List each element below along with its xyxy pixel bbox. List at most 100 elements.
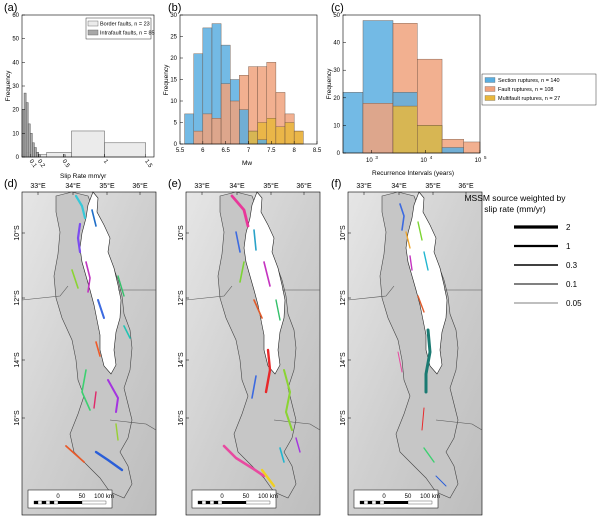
mssm-legend-title-1: MSSM source weighted by xyxy=(464,193,566,203)
f-lat-label-1: 12°S xyxy=(339,290,347,306)
f-fault-4 xyxy=(423,251,429,271)
b-ytick-label-2: 10 xyxy=(170,99,177,105)
map-panel-e: 33°E 34°E 35°E 36°E 10°S 12°S 14°S 16°S 0 50 100 k… xyxy=(177,182,321,516)
f-lon-label-1: 34°E xyxy=(391,182,407,190)
f-scalebar-seg-6 xyxy=(384,501,408,504)
c-bar-s2-3 xyxy=(417,125,443,154)
panel-label-b: (b) xyxy=(168,2,181,14)
b-ytick-label-0: 0 xyxy=(174,142,178,148)
d-fault-0 xyxy=(74,194,87,220)
c-ylabel: Frequency xyxy=(326,68,333,99)
d-lat-label-2: 14°S xyxy=(13,352,21,368)
a-legend-border: Border faults, n = 23 xyxy=(100,22,150,28)
d-lat-label-3: 16°S xyxy=(13,410,21,426)
e-fault-10 xyxy=(222,444,266,478)
e-lon-label-2: 35°E xyxy=(263,182,279,190)
f-lat-label-3: 16°S xyxy=(339,410,347,426)
d-fault-8 xyxy=(107,379,119,413)
d-fault-9 xyxy=(81,369,91,411)
e-lon-label-0: 33°E xyxy=(194,182,210,190)
c-ytick-label-5: 50 xyxy=(333,13,340,19)
e-scalebar-seg-7 xyxy=(245,500,271,505)
a-legend: Border faults, n = 23 Intrafault faults,… xyxy=(85,17,155,40)
c-bar-s0-4 xyxy=(441,147,464,154)
c-ytick-label-1: 10 xyxy=(333,123,340,129)
f-lon-label-3: 36°E xyxy=(458,182,474,190)
d-lon-label-3: 36°E xyxy=(132,182,148,190)
a-xtick-label-1: 0.2 xyxy=(36,159,46,170)
a-ytick-label-5: 50 xyxy=(12,37,19,43)
f-fault-7 xyxy=(421,407,425,431)
a-ytick-label-4: 40 xyxy=(12,60,19,66)
a-bar-s1-3 xyxy=(27,123,31,158)
d-scalebar-seg-6 xyxy=(58,501,82,504)
c-xtick-exp-0: 3 xyxy=(375,155,378,160)
b-xtick-label-1: 6 xyxy=(201,148,205,154)
b-xlabel: Mw xyxy=(242,160,252,167)
a-bar-s0-5 xyxy=(46,152,72,158)
a-bar-s1-5 xyxy=(32,142,35,158)
d-lon-label-1: 34°E xyxy=(65,182,81,190)
e-lat-label-1: 12°S xyxy=(177,290,185,306)
d-border-line-1 xyxy=(21,285,69,301)
e-border-line-1 xyxy=(185,285,233,301)
a-xtick-label-0: 0.1 xyxy=(28,159,38,170)
e-scalebar-seg-1 xyxy=(201,500,207,505)
panel-label-a: (a) xyxy=(4,2,17,14)
c-xtick-base-1: 10 xyxy=(420,158,427,164)
mssm-label-2: 2 xyxy=(566,223,571,232)
a-bar-s1-6 xyxy=(34,147,37,158)
d-scalebar-seg-0 xyxy=(33,500,39,505)
f-scale-label-0: 0 xyxy=(382,494,386,500)
b-bar-s1-5 xyxy=(230,100,240,145)
a-bar-s0-7 xyxy=(104,142,146,158)
panel-label-c: (c) xyxy=(331,2,344,14)
e-scale-label-1: 50 xyxy=(243,494,250,500)
b-bar-s1-1 xyxy=(193,130,204,145)
mssm-legend-title-2: slip rate (mm/yr) xyxy=(484,204,546,214)
e-scale-label-0: 0 xyxy=(220,494,224,500)
b-xtick-label-5: 8 xyxy=(292,148,296,154)
b-ylabel: Frequency xyxy=(163,64,170,95)
b-bar-s2-9 xyxy=(266,117,277,145)
b-xtick-label-4: 7.5 xyxy=(267,148,276,154)
map-panel-f: 33°E 34°E 35°E 36°E 10°S 12°S 14°S 16°S 0 50 100 k… xyxy=(339,182,483,516)
c-legend-multifault: Multifault ruptures, n = 27 xyxy=(498,96,560,102)
d-scalebar-seg-2 xyxy=(41,500,47,505)
d-fault-10 xyxy=(93,391,97,409)
e-fault-12 xyxy=(279,447,285,463)
f-scalebar-seg-0 xyxy=(359,500,365,505)
a-bar-s0-6 xyxy=(71,130,105,158)
e-fault-13 xyxy=(295,437,301,453)
magnitude-histogram: 0 5 10 15 20 25 30 5.5 6 6.5 7 7.5 8 8.5 Frequency M… xyxy=(163,13,322,167)
e-scalebar-seg-4 xyxy=(213,500,219,505)
d-scalebar-seg-5 xyxy=(53,500,59,505)
b-bar-s0-0 xyxy=(184,113,194,145)
d-fault-4 xyxy=(71,269,79,289)
e-lon-label-3: 36°E xyxy=(296,182,312,190)
d-lon-label-0: 33°E xyxy=(30,182,46,190)
f-fault-3 xyxy=(409,255,413,271)
d-fault-5 xyxy=(97,299,105,319)
d-scale-label-1: 50 xyxy=(79,494,86,500)
d-fault-7 xyxy=(95,341,101,357)
b-bar-s1-3 xyxy=(211,117,222,145)
f-fault-8 xyxy=(423,447,435,463)
f-fault-6 xyxy=(424,328,432,394)
b-xtick-label-6: 8.5 xyxy=(313,148,322,154)
c-xlabel: Recurrence Intervals (years) xyxy=(372,170,454,177)
c-legend-section: Section ruptures, n = 140 xyxy=(498,78,560,84)
c-bar-s2-2 xyxy=(392,105,418,154)
b-bar-s1-4 xyxy=(220,83,231,145)
d-lon-label-2: 35°E xyxy=(99,182,115,190)
b-bar-s2-11 xyxy=(284,122,295,145)
b-bar-s0-6 xyxy=(239,109,249,145)
e-fault-11 xyxy=(260,468,276,488)
mssm-label-1: 1 xyxy=(566,242,571,251)
e-fault-7 xyxy=(264,348,272,394)
b-xtick-label-0: 5.5 xyxy=(176,148,185,154)
e-fault-0 xyxy=(230,194,250,228)
e-scalebar-seg-0 xyxy=(197,500,203,505)
e-fault-9 xyxy=(283,369,293,431)
